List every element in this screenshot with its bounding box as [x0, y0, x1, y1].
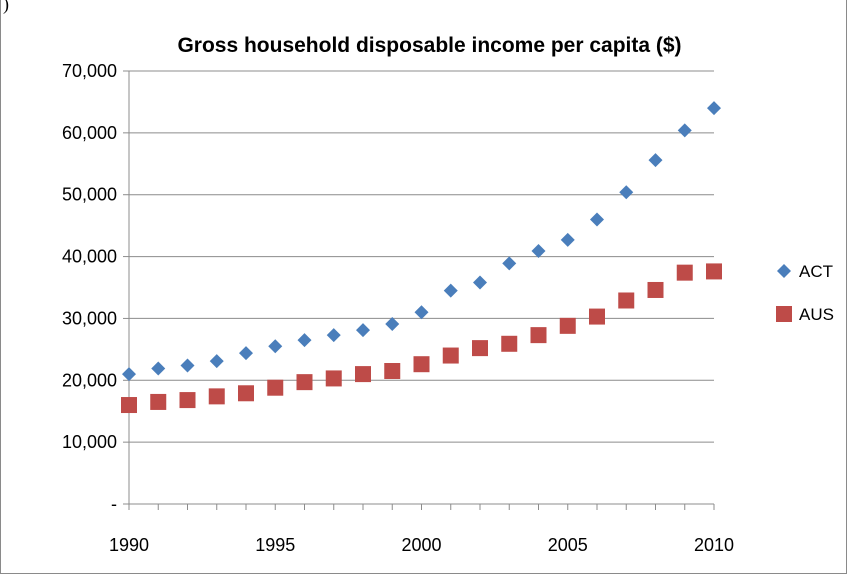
data-point-aus: [501, 335, 518, 352]
legend-label-act: ACT: [799, 262, 833, 281]
legend-marker-aus: [776, 306, 792, 322]
data-point-act: [414, 305, 429, 320]
data-point-act: [473, 275, 487, 290]
data-point-aus: [238, 385, 254, 402]
data-point-aus: [179, 392, 196, 409]
data-point-aus: [413, 356, 430, 373]
y-tick-label: 50,000: [62, 185, 117, 205]
data-point-act: [326, 328, 341, 343]
data-point-aus: [706, 263, 722, 280]
x-tick-label: 1995: [255, 535, 295, 555]
data-point-act: [677, 123, 692, 138]
data-point-aus: [121, 397, 137, 414]
data-point-act: [297, 333, 312, 348]
data-point-aus: [559, 317, 576, 334]
legend-label-aus: AUS: [799, 305, 834, 324]
data-point-aus: [325, 370, 342, 387]
y-tick-label: 30,000: [62, 308, 117, 328]
x-tick-label: 2000: [401, 535, 441, 555]
data-point-aus: [208, 388, 225, 405]
data-point-aus: [647, 281, 664, 298]
y-tick-label: -: [111, 494, 117, 514]
data-point-act: [648, 153, 663, 168]
data-point-act: [531, 244, 546, 259]
data-point-act: [590, 212, 604, 227]
data-point-aus: [589, 308, 605, 325]
data-point-act: [356, 323, 370, 338]
data-point-act: [560, 232, 575, 247]
chart-title: Gross household disposable income per ca…: [177, 34, 681, 57]
y-tick-label: 40,000: [62, 247, 117, 267]
data-point-aus: [676, 264, 693, 281]
x-tick-label: 2005: [548, 535, 588, 555]
x-tick-label: 2010: [694, 535, 734, 555]
data-point-act: [502, 256, 517, 271]
x-tick-label: 1990: [109, 535, 149, 555]
data-point-aus: [355, 366, 371, 383]
data-point-act: [122, 367, 136, 382]
data-point-act: [239, 346, 253, 361]
data-point-aus: [267, 379, 284, 396]
data-point-act: [180, 358, 195, 373]
y-tick-label: 70,000: [62, 61, 117, 81]
data-point-aus: [296, 374, 313, 391]
data-point-act: [209, 354, 224, 369]
data-point-aus: [472, 340, 488, 357]
data-point-aus: [442, 347, 459, 364]
y-tick-label: 20,000: [62, 370, 117, 390]
data-point-act: [151, 361, 166, 376]
data-point-aus: [530, 327, 547, 344]
data-point-act: [385, 316, 400, 331]
legend-marker-act: [777, 264, 791, 278]
data-point-act: [443, 283, 458, 298]
data-point-aus: [384, 363, 401, 380]
y-tick-label: 60,000: [62, 123, 117, 143]
data-point-act: [707, 101, 721, 116]
data-point-act: [619, 185, 634, 200]
corner-mark: ): [3, 0, 9, 14]
data-point-aus: [150, 393, 167, 410]
data-point-aus: [618, 292, 635, 309]
data-point-act: [268, 339, 283, 354]
y-tick-label: 10,000: [62, 432, 117, 452]
